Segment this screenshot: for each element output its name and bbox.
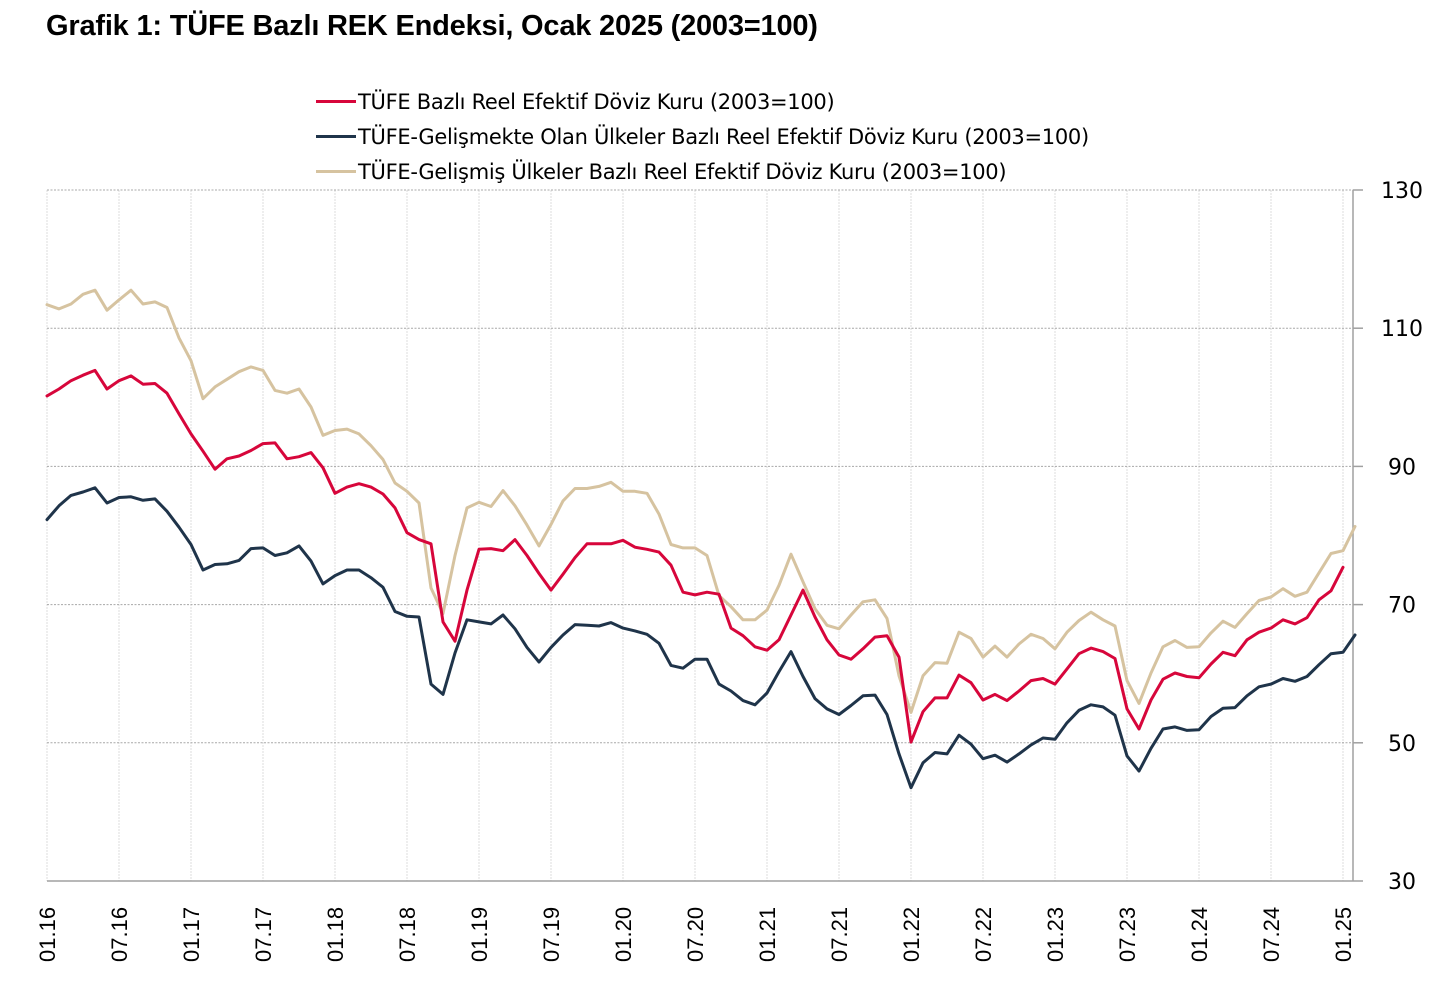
vertical-gridlines	[46, 190, 1344, 881]
x-tick-label: 01.25	[1331, 907, 1356, 962]
x-tick-label: 01.18	[323, 907, 348, 962]
legend-swatch-red	[316, 100, 356, 103]
legend-swatch-navy	[316, 135, 356, 138]
y-tick-label: 90	[1388, 455, 1416, 480]
x-tick-label: 07.24	[1259, 907, 1284, 962]
series-line-1	[45, 486, 1357, 790]
x-tick-label: 01.21	[755, 907, 780, 962]
y-tick-label: 110	[1381, 317, 1423, 342]
x-tick-label: 01.23	[1043, 907, 1068, 962]
x-tick-label: 07.21	[827, 907, 852, 962]
chart-title: Grafik 1: TÜFE Bazlı REK Endeksi, Ocak 2…	[46, 10, 818, 42]
x-tick-label: 07.22	[971, 907, 996, 962]
axes	[47, 189, 1363, 882]
x-tick-label: 07.16	[107, 907, 132, 962]
x-tick-label: 01.17	[179, 907, 204, 962]
series-line-0	[45, 368, 1345, 744]
x-tick-labels: 01.16 07.16 01.17 07.17 01.18 07.18 01.19 07.19…	[35, 907, 1356, 962]
series-line-2	[45, 288, 1357, 714]
y-tick-label: 70	[1388, 594, 1416, 619]
x-tick-label: 07.20	[683, 907, 708, 962]
x-tick-label: 01.22	[899, 907, 924, 962]
x-tick-label: 01.20	[611, 907, 636, 962]
x-tick-label: 07.17	[251, 907, 276, 962]
x-tick-label: 07.19	[539, 907, 564, 962]
legend-label: TÜFE Bazlı Reel Efektif Döviz Kuru (2003…	[358, 89, 835, 114]
legend-item-developed: TÜFE-Gelişmiş Ülkeler Bazlı Reel Efektif…	[316, 154, 1089, 189]
legend-item-emerging: TÜFE-Gelişmekte Olan Ülkeler Bazlı Reel …	[316, 119, 1089, 154]
legend-swatch-beige	[316, 170, 356, 173]
x-tick-label: 01.24	[1187, 907, 1212, 962]
y-tick-label: 30	[1388, 870, 1416, 895]
y-tick-labels: 30 50 70 90 110 130	[1381, 179, 1423, 895]
x-tick-label: 01.19	[467, 907, 492, 962]
horizontal-gridlines	[47, 189, 1353, 744]
legend-label: TÜFE-Gelişmekte Olan Ülkeler Bazlı Reel …	[358, 124, 1089, 149]
y-tick-label: 50	[1388, 732, 1416, 757]
x-tick-label: 01.16	[35, 907, 60, 962]
y-tick-label: 130	[1381, 179, 1423, 204]
legend: TÜFE Bazlı Reel Efektif Döviz Kuru (2003…	[316, 84, 1089, 189]
legend-label: TÜFE-Gelişmiş Ülkeler Bazlı Reel Efektif…	[358, 159, 1007, 184]
x-tick-label: 07.18	[395, 907, 420, 962]
series-lines	[45, 288, 1357, 790]
legend-item-tufe-rek: TÜFE Bazlı Reel Efektif Döviz Kuru (2003…	[316, 84, 1089, 119]
x-tick-label: 07.23	[1115, 907, 1140, 962]
